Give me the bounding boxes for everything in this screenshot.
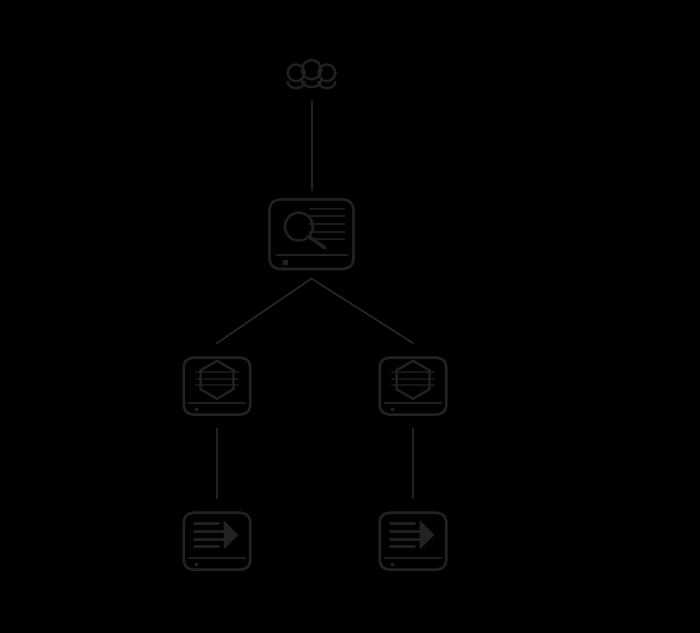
Polygon shape <box>420 521 434 549</box>
Polygon shape <box>224 521 238 549</box>
